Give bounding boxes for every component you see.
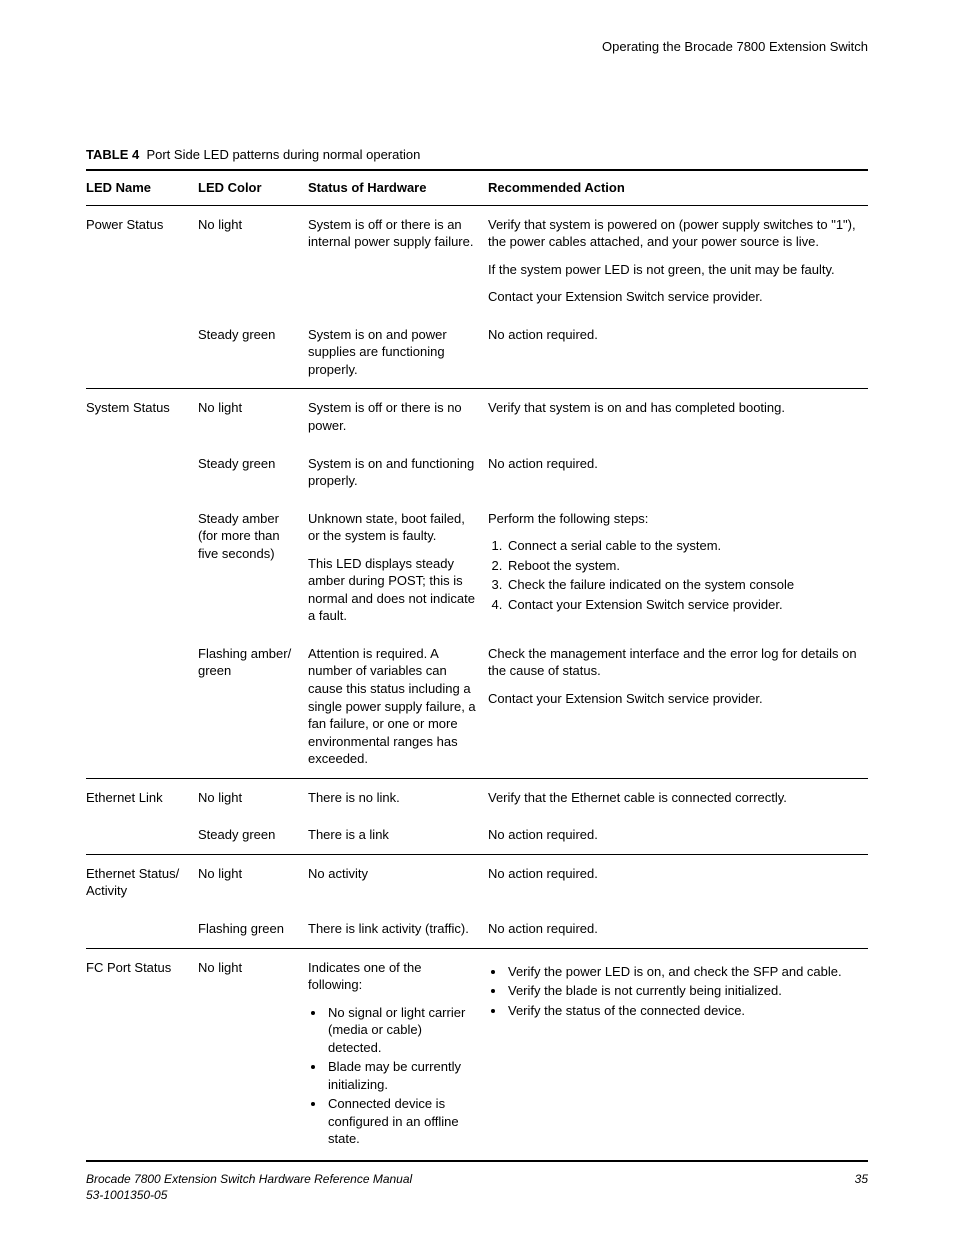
cell-led-name: System Status	[86, 389, 198, 445]
cell-action: No action required.	[488, 316, 868, 389]
cell-action: Verify that system is on and has complet…	[488, 389, 868, 445]
col-action: Recommended Action	[488, 171, 868, 205]
cell-led-color: Flashing amber/ green	[198, 635, 308, 778]
cell-led-color: No light	[198, 205, 308, 316]
table-bottom-rule	[86, 1160, 868, 1162]
table-header-row: LED Name LED Color Status of Hardware Re…	[86, 171, 868, 205]
cell-led-name	[86, 910, 198, 948]
page-footer: 35 Brocade 7800 Extension Switch Hardwar…	[86, 1171, 868, 1203]
table-row: Flashing greenThere is link activity (tr…	[86, 910, 868, 948]
table-row: Steady greenSystem is on and functioning…	[86, 445, 868, 500]
table-row: System StatusNo lightSystem is off or th…	[86, 389, 868, 445]
cell-action: Verify that the Ethernet cable is connec…	[488, 778, 868, 816]
table-row: Ethernet Status/ ActivityNo lightNo acti…	[86, 854, 868, 910]
table-row: Flashing amber/ greenAttention is requir…	[86, 635, 868, 778]
cell-status: No activity	[308, 854, 488, 910]
cell-action: Verify the power LED is on, and check th…	[488, 948, 868, 1160]
cell-status: System is on and functioning properly.	[308, 445, 488, 500]
col-led-color: LED Color	[198, 171, 308, 205]
cell-led-name	[86, 816, 198, 854]
table-row: FC Port StatusNo lightIndicates one of t…	[86, 948, 868, 1160]
cell-led-name: Ethernet Status/ Activity	[86, 854, 198, 910]
footer-title: Brocade 7800 Extension Switch Hardware R…	[86, 1171, 868, 1187]
cell-status: Unknown state, boot failed, or the syste…	[308, 500, 488, 635]
cell-led-name: Power Status	[86, 205, 198, 316]
cell-action: No action required.	[488, 854, 868, 910]
cell-status: System is off or there is no power.	[308, 389, 488, 445]
table-caption: TABLE 4 Port Side LED patterns during no…	[86, 146, 868, 164]
cell-action: Perform the following steps:Connect a se…	[488, 500, 868, 635]
cell-led-color: No light	[198, 389, 308, 445]
cell-led-color: Flashing green	[198, 910, 308, 948]
cell-led-name	[86, 445, 198, 500]
table-row: Ethernet LinkNo lightThere is no link.Ve…	[86, 778, 868, 816]
led-table: LED Name LED Color Status of Hardware Re…	[86, 171, 868, 1160]
cell-status: System is off or there is an internal po…	[308, 205, 488, 316]
cell-led-color: No light	[198, 948, 308, 1160]
cell-led-color: No light	[198, 854, 308, 910]
cell-status: There is a link	[308, 816, 488, 854]
cell-led-name	[86, 316, 198, 389]
running-head: Operating the Brocade 7800 Extension Swi…	[86, 38, 868, 56]
cell-status: There is no link.	[308, 778, 488, 816]
table-title: Port Side LED patterns during normal ope…	[146, 147, 420, 162]
cell-led-name	[86, 500, 198, 635]
cell-led-name	[86, 635, 198, 778]
cell-status: There is link activity (traffic).	[308, 910, 488, 948]
cell-led-color: Steady green	[198, 316, 308, 389]
table-row: Steady greenSystem is on and power suppl…	[86, 316, 868, 389]
cell-status: System is on and power supplies are func…	[308, 316, 488, 389]
cell-led-color: Steady green	[198, 816, 308, 854]
col-led-name: LED Name	[86, 171, 198, 205]
cell-action: No action required.	[488, 816, 868, 854]
page: Operating the Brocade 7800 Extension Swi…	[0, 0, 954, 1235]
cell-action: Check the management interface and the e…	[488, 635, 868, 778]
cell-action: Verify that system is powered on (power …	[488, 205, 868, 316]
cell-status: Attention is required. A number of varia…	[308, 635, 488, 778]
cell-action: No action required.	[488, 910, 868, 948]
table-label: TABLE 4	[86, 147, 139, 162]
cell-led-name: FC Port Status	[86, 948, 198, 1160]
cell-led-color: Steady green	[198, 445, 308, 500]
page-number: 35	[855, 1171, 868, 1187]
table-row: Steady greenThere is a linkNo action req…	[86, 816, 868, 854]
footer-doc: 53-1001350-05	[86, 1187, 868, 1203]
table-row: Power StatusNo lightSystem is off or the…	[86, 205, 868, 316]
cell-action: No action required.	[488, 445, 868, 500]
cell-led-color: No light	[198, 778, 308, 816]
cell-status: Indicates one of the following:No signal…	[308, 948, 488, 1160]
cell-led-name: Ethernet Link	[86, 778, 198, 816]
cell-led-color: Steady amber (for more than five seconds…	[198, 500, 308, 635]
table-row: Steady amber (for more than five seconds…	[86, 500, 868, 635]
col-status: Status of Hardware	[308, 171, 488, 205]
